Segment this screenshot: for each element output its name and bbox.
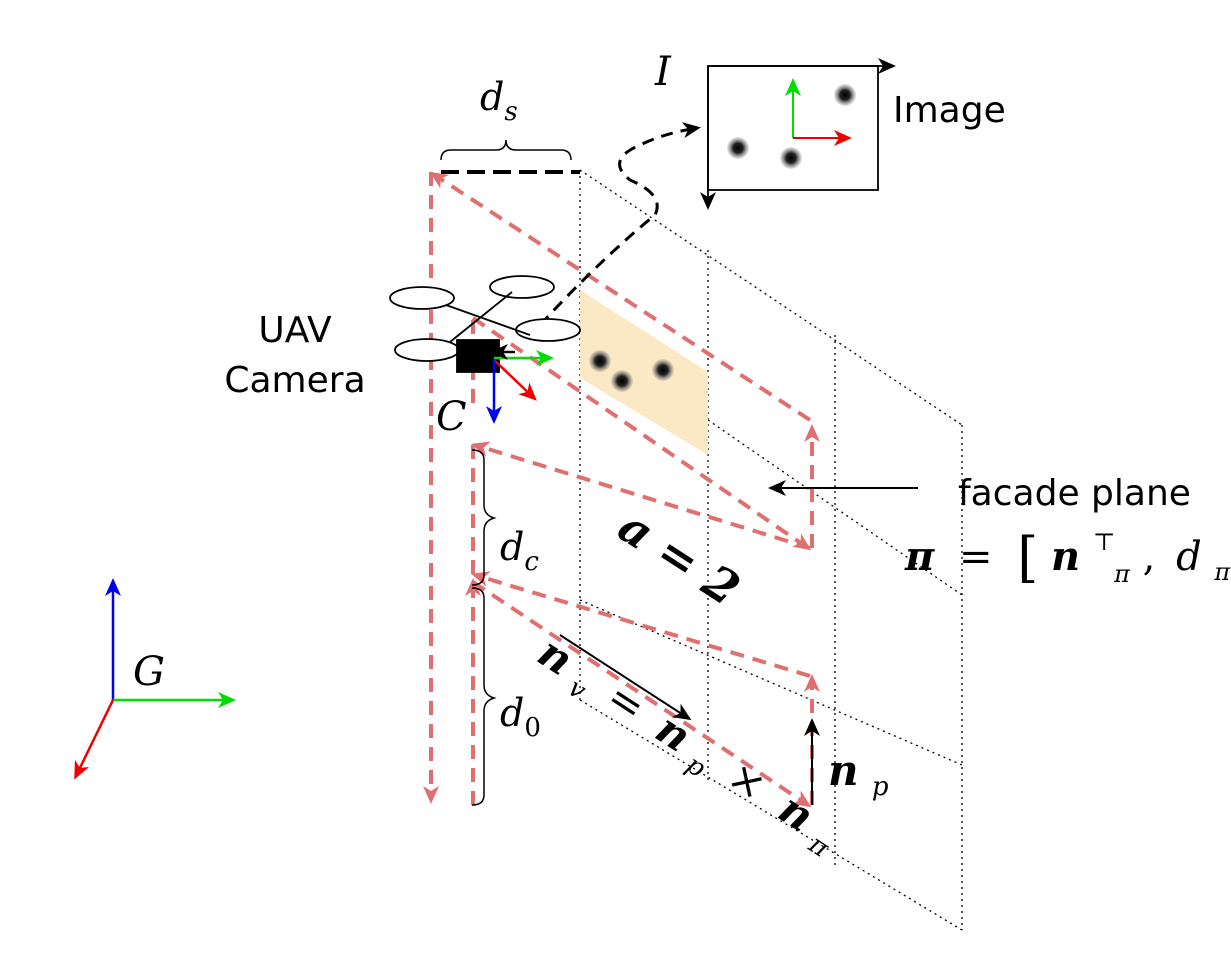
facade-plane-grid [579,169,963,931]
a-equals-label: a = 2 [609,499,749,616]
nv-equation: n v = n p × n π [524,627,849,867]
facade-features [589,350,674,392]
nv-arrow [559,634,692,721]
camera-footprint-region [580,290,708,455]
camera-axes [486,344,554,424]
d0-label: d0 [500,691,541,743]
sweep-path [423,171,820,808]
global-axes [74,578,236,780]
uav-label-line2: Camera [224,360,365,401]
image-label: Image [893,90,1006,131]
dc-d0-braces [471,449,497,806]
image-frame [700,58,896,210]
facade-plane-label: facade plane [958,473,1191,514]
np-label: n p [828,746,889,802]
uav-label-line1: UAV [258,310,332,351]
plane-equation: π = [ n ⊤ π , d π ] ⊤ [904,514,1231,592]
ds-label: ds [480,75,518,127]
projection-curve [538,122,701,327]
dc-label: dc [500,525,539,577]
frame-c-label: C [436,394,467,440]
frame-g-label: G [133,649,165,695]
ds-bracket [440,139,580,174]
frame-i-label: I [654,49,672,95]
